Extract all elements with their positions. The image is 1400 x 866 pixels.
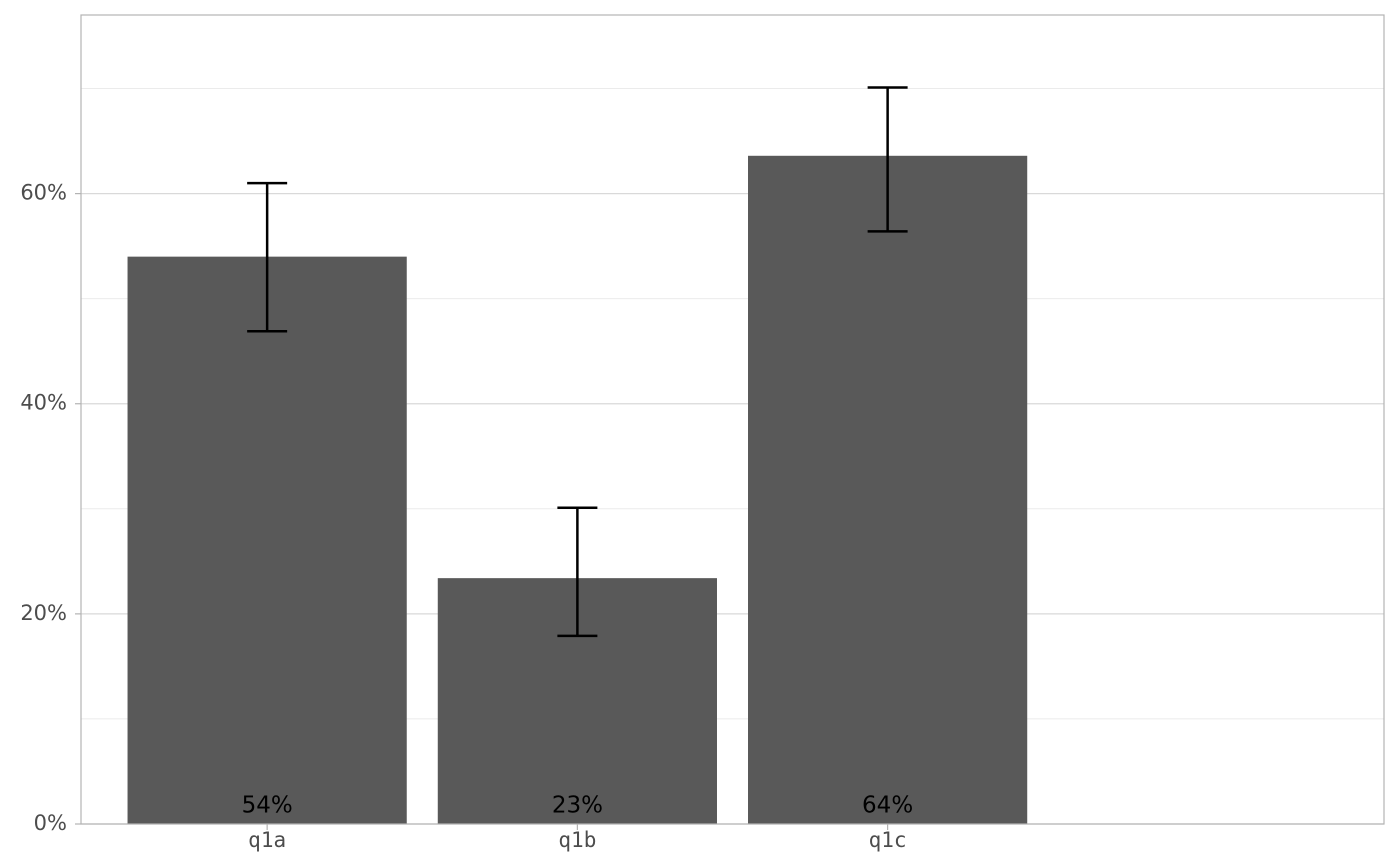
error-bar — [557, 506, 598, 638]
plot-border — [80, 14, 1385, 825]
y-tick-label: 40% — [20, 391, 67, 415]
x-tick-label: q1a — [248, 828, 286, 852]
value-label: 54% — [242, 793, 293, 819]
y-tick-label: 0% — [34, 811, 67, 835]
bar — [127, 256, 407, 824]
value-label: 64% — [862, 793, 913, 819]
y-tick-label: 60% — [20, 181, 67, 205]
x-tick-label: q1b — [558, 828, 596, 852]
y-tick-label: 20% — [20, 601, 67, 625]
error-bar — [867, 86, 908, 233]
error-bar — [247, 181, 288, 333]
bar — [748, 155, 1028, 825]
x-tick-label: q1c — [869, 828, 907, 852]
value-label: 23% — [552, 793, 603, 819]
